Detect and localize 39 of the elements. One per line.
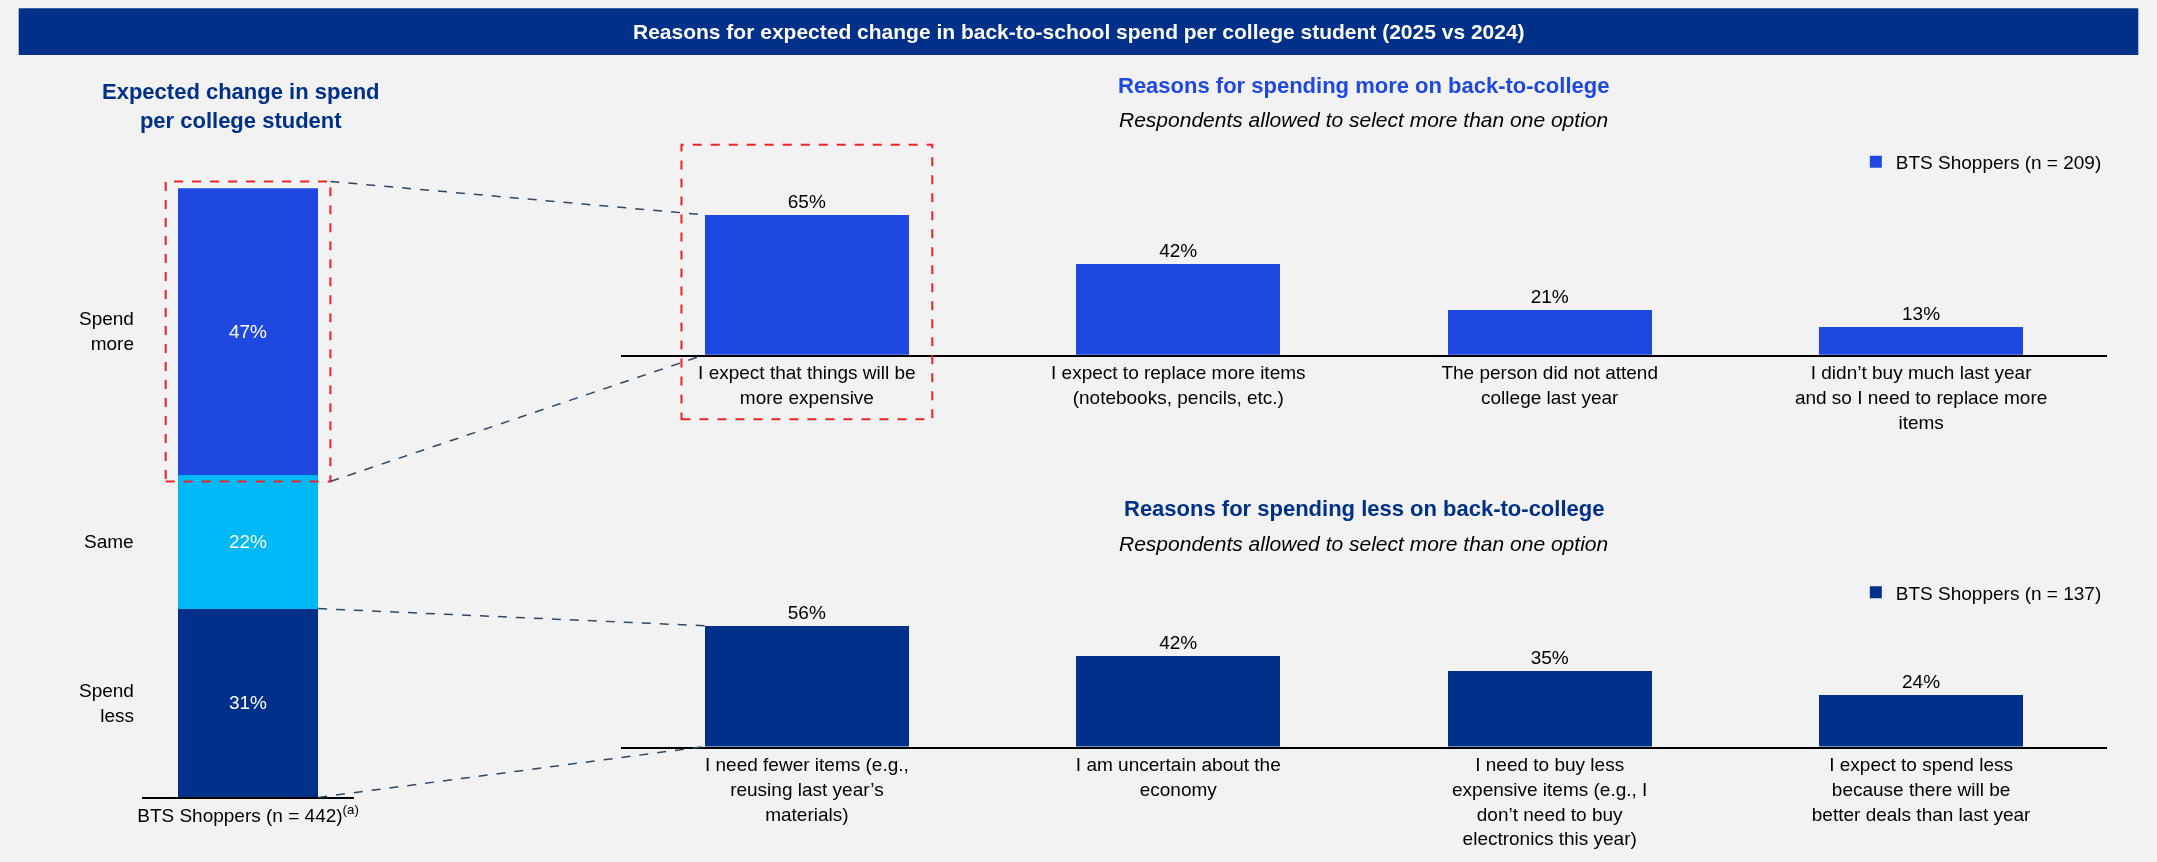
x-tick-label: I need fewer items (e.g., reusing last year’s materials)	[704, 754, 909, 825]
bar	[704, 625, 910, 747]
text: Reasons for expected change in back-to-school spend per college student (2025 vs 2024)	[633, 20, 1525, 43]
chart-subtitle: Respondents allowed to select more than one option	[1119, 108, 1609, 131]
chart-title: Expected change in spend per college student	[102, 79, 380, 133]
data-label: 35%	[1530, 647, 1569, 669]
x-tick-label: I didn’t buy much last year and so I need to replace more items	[1794, 362, 2048, 433]
data-label: 56%	[787, 601, 826, 623]
legend-label: BTS Shoppers (n = 209)	[1895, 152, 2102, 174]
chart-title: Reasons for spending more on back-to-college	[1118, 73, 1610, 98]
x-tick-label: BTS Shoppers (n = 442)$^{(a)}$	[137, 802, 359, 827]
chart-subtitle: Respondents allowed to select more than one option	[1119, 532, 1609, 555]
legend-label: BTS Shoppers (n = 137)	[1895, 582, 2102, 604]
text: Same	[84, 531, 134, 552]
bar	[704, 214, 910, 355]
x-tick-label: I expect to replace more items (notebooks, pencils, etc.)	[1051, 362, 1306, 409]
text: Spend more	[79, 308, 134, 354]
bar	[1818, 694, 2024, 747]
data-label: 13%	[1902, 302, 1941, 324]
x-tick-label: I need to buy less expensive items (e.g., I don’t need to buy electronics this year)	[1452, 754, 1648, 850]
data-label: 42%	[1159, 631, 1198, 653]
data-label: 21%	[1530, 285, 1569, 307]
data-label: 24%	[1902, 670, 1941, 692]
data-label: 31%	[228, 692, 268, 714]
data-label: 47%	[228, 320, 268, 342]
x-tick-label: I expect that things will be more expensive	[698, 362, 916, 409]
data-label: 65%	[787, 190, 826, 212]
data-label: 42%	[1159, 240, 1198, 262]
bar	[1076, 264, 1281, 355]
bar	[1818, 326, 2024, 355]
x-tick-label: I am uncertain about the economy	[1075, 754, 1281, 801]
x-tick-label: The person did not attend college last year	[1441, 362, 1658, 409]
x-tick-label: I expect to spend less because there will be better deals than last year	[1811, 754, 2032, 825]
bar	[1447, 309, 1652, 355]
chart-title: Reasons for spending less on back-to-college	[1124, 496, 1605, 521]
data-label: 22%	[228, 531, 268, 553]
text: Spend less	[79, 680, 134, 726]
bar	[1076, 655, 1281, 747]
bar	[1447, 671, 1652, 747]
